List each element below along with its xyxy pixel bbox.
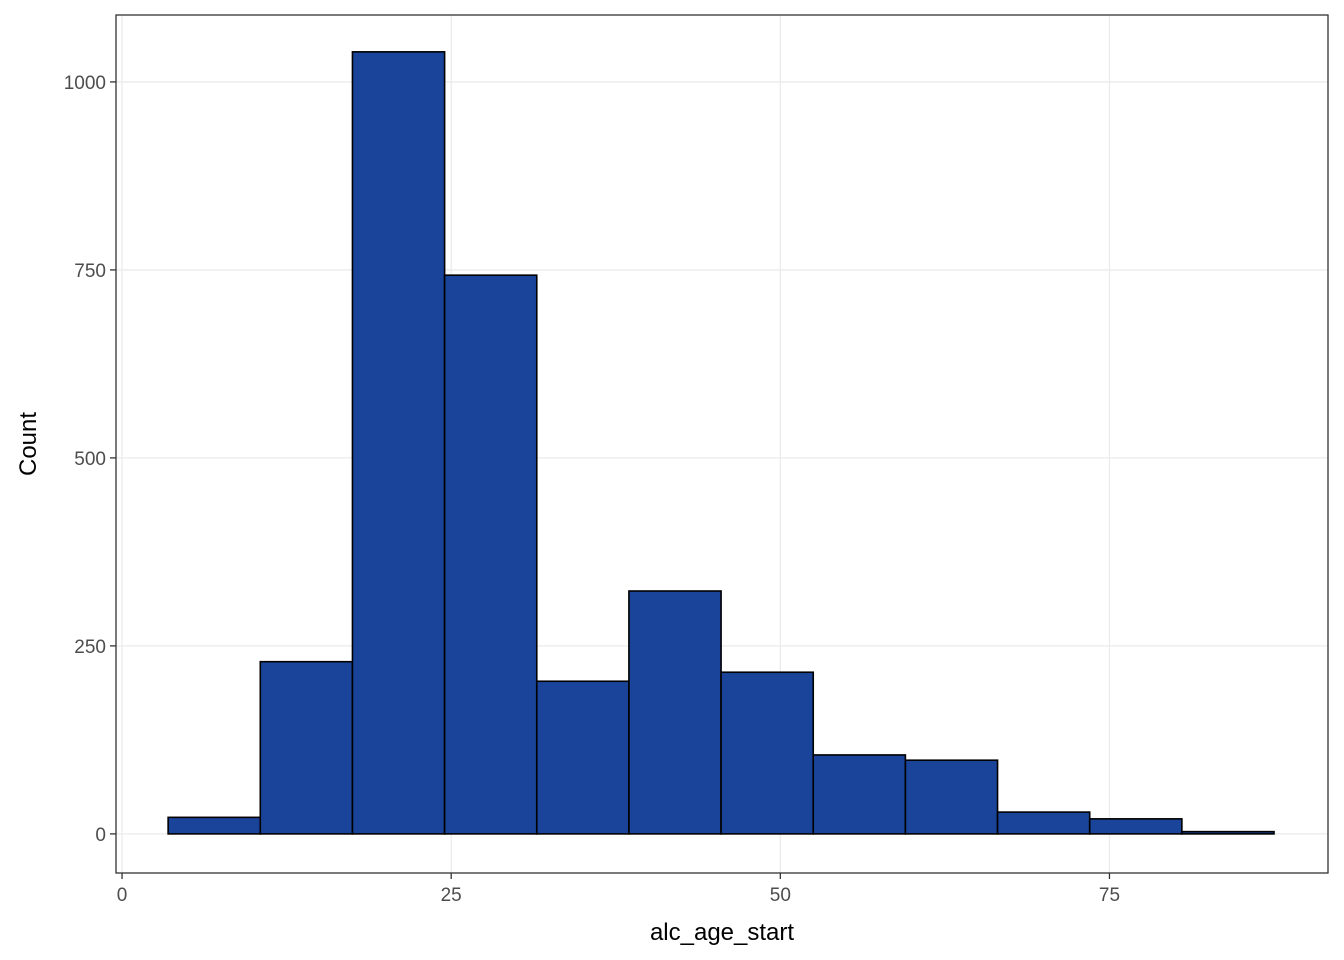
- bar: [443, 274, 538, 835]
- x-axis-title: alc_age_start: [650, 919, 794, 946]
- y-tick-label: 500: [74, 449, 106, 470]
- x-tick-label: 0: [117, 885, 128, 906]
- bar: [996, 811, 1091, 835]
- y-tick-label: 1000: [64, 73, 106, 94]
- bar: [1181, 830, 1275, 835]
- y-tick-label: 750: [74, 261, 106, 282]
- y-tick-label: 250: [74, 637, 106, 658]
- y-tick-label: 0: [95, 825, 106, 846]
- x-tick-label: 25: [441, 885, 462, 906]
- y-axis-title: Count: [15, 412, 42, 476]
- bar: [535, 680, 630, 835]
- bar: [812, 754, 907, 835]
- bar: [259, 660, 354, 835]
- bar: [904, 759, 999, 835]
- panel-border: [115, 14, 1329, 874]
- bar: [1088, 818, 1183, 835]
- x-tick-label: 50: [770, 885, 791, 906]
- bar: [167, 816, 262, 835]
- x-tick-label: 75: [1099, 885, 1120, 906]
- bar: [628, 590, 722, 835]
- bar: [351, 51, 446, 835]
- bar: [720, 671, 815, 835]
